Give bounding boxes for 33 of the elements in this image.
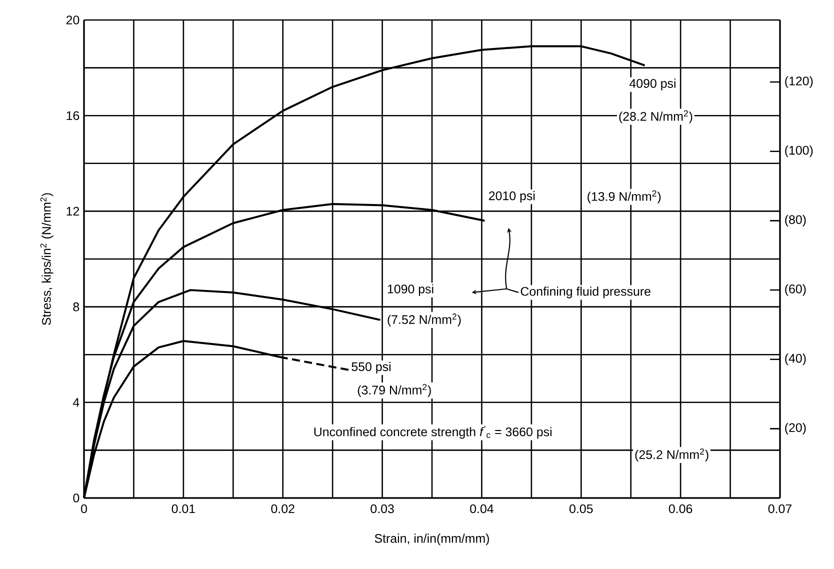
y-tick-label: 12 (66, 206, 80, 216)
series-label: 4090 psi (629, 78, 676, 90)
x-tick-label: 0.03 (370, 504, 394, 514)
text: 1090 psi (388, 284, 434, 296)
series-label: 2010 psi (489, 191, 535, 203)
annotation: (3.79 N/mm$^{2}$) (358, 384, 431, 397)
y-tick-label: 16 (66, 111, 80, 120)
y2-tick-label: (100) (785, 146, 813, 158)
annotation: (13.9 N/mm$^{2}$) (588, 190, 661, 204)
x-axis-title: Strain, in/in(mm/mm) (374, 534, 489, 546)
x-tick-label: 0 (81, 504, 87, 514)
annotation: (7.52 N/mm$^{2}$) (388, 313, 461, 326)
y-tick-label: 20 (66, 16, 80, 24)
series-label: 550 psi (352, 362, 390, 374)
annotation: Confining fluid pressure (520, 286, 650, 298)
y2-tick-label: (40) (785, 354, 806, 366)
x-tick-label: 0.07 (768, 504, 792, 514)
y-tick-label: 4 (73, 398, 80, 407)
y-axis-title: Stress, kips/in$^{2}$ (N/mm$^{2}$) (40, 193, 54, 326)
x-tick-label: 0.06 (668, 504, 692, 514)
x-tick-label: 0.01 (172, 504, 195, 514)
y2-tick-label: (120) (785, 76, 813, 88)
y2-tick-label: (60) (785, 284, 806, 296)
annotation: (28.2 N/mm$^{2}$) (619, 110, 692, 124)
y-tick-label: 0 (73, 494, 80, 502)
x-tick-label: 0.05 (570, 504, 593, 514)
y-tick-label: 8 (73, 302, 80, 312)
y2-tick-label: (80) (785, 214, 806, 226)
annotation: Unconfined concrete strength f$^{′}$$_{c}$ = 3660 psi (314, 426, 552, 439)
x-tick-label: 0.04 (470, 504, 494, 514)
annotation: (25.2 N/mm$^{2}$) (635, 448, 708, 462)
x-tick-label: 0.02 (271, 504, 294, 514)
y2-tick-label: (20) (785, 422, 806, 434)
